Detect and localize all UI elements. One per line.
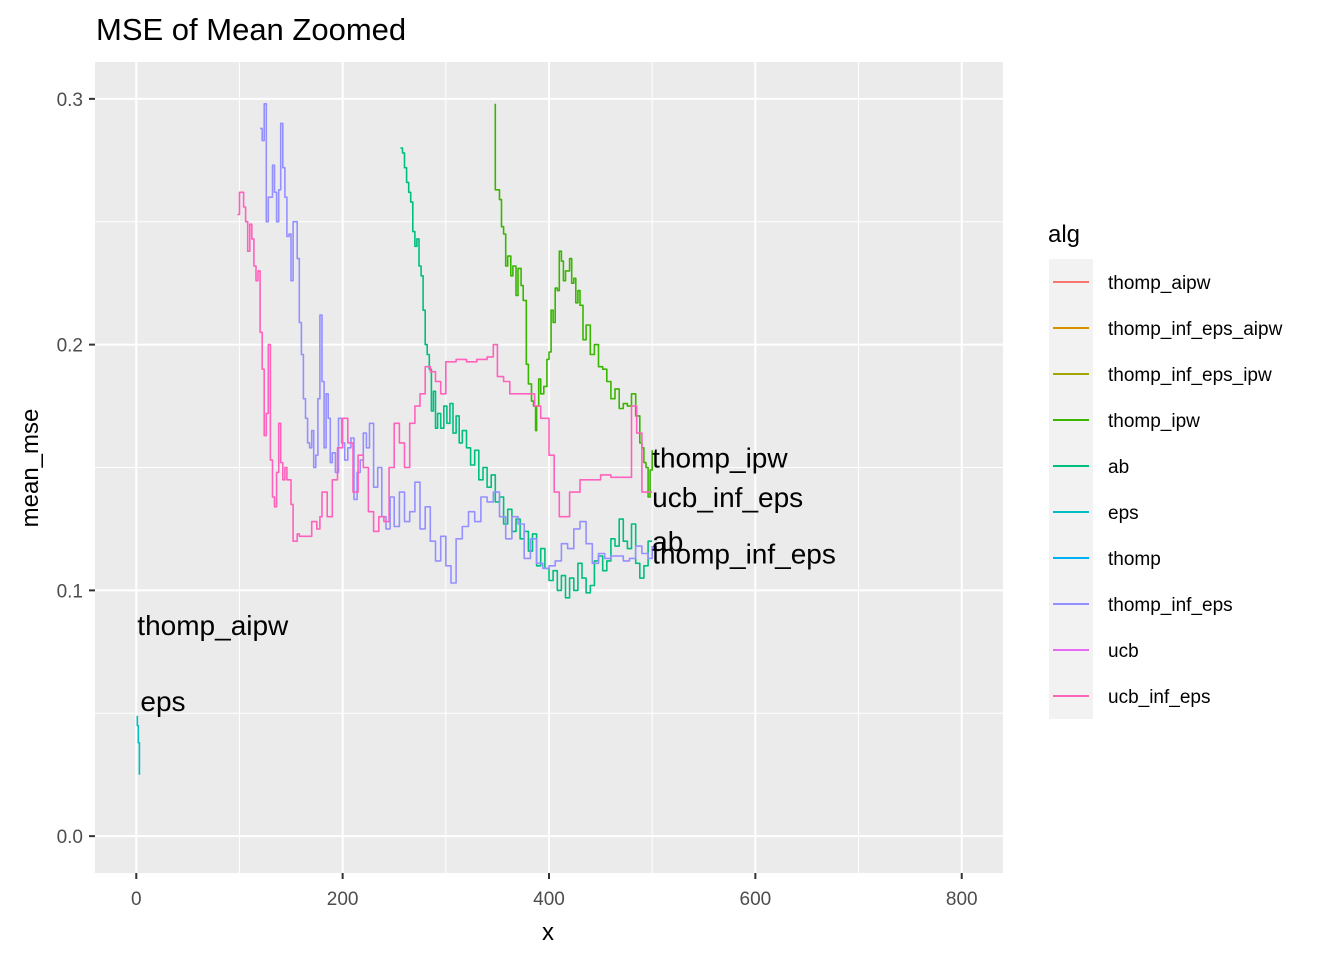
legend-label-ucb_inf_eps: ucb_inf_eps bbox=[1108, 687, 1210, 708]
series-line-ab bbox=[400, 147, 653, 599]
x-tick-label: 400 bbox=[533, 889, 565, 910]
legend-label-thomp_inf_eps: thomp_inf_eps bbox=[1108, 595, 1233, 616]
annotation-eps: eps bbox=[140, 686, 185, 717]
x-tick-label: 800 bbox=[946, 889, 978, 910]
annotation-layer: thomp_ipw ucb_inf_epsabthomp_inf_epsthomp… bbox=[137, 443, 836, 717]
series-line-eps bbox=[136, 715, 141, 775]
legend-label-thomp: thomp bbox=[1108, 549, 1161, 570]
y-tick-label: 0.1 bbox=[57, 581, 83, 602]
series-line-ucb_inf_eps bbox=[237, 191, 653, 542]
x-tick-label: 600 bbox=[740, 889, 772, 910]
legend: alg thomp_aipw thomp_inf_eps_aipw thomp_in… bbox=[1048, 221, 1283, 719]
legend-label-thomp_aipw: thomp_aipw bbox=[1108, 273, 1211, 294]
legend-label-ab: ab bbox=[1108, 457, 1129, 478]
y-tick-label: 0.3 bbox=[57, 90, 83, 111]
legend-label-thomp_inf_eps_aipw: thomp_inf_eps_aipw bbox=[1108, 319, 1283, 340]
x-axis-title: x bbox=[542, 919, 554, 946]
y-tick-label: 0.0 bbox=[57, 827, 83, 848]
annotation-thomp_aipw: thomp_aipw bbox=[137, 610, 289, 641]
legend-title: alg bbox=[1048, 221, 1080, 248]
annotation-thomp_inf_eps: thomp_inf_eps bbox=[652, 539, 836, 570]
chart-title: MSE of Mean Zoomed bbox=[96, 12, 406, 47]
legend-label-thomp_inf_eps_ipw: thomp_inf_eps_ipw bbox=[1108, 365, 1272, 386]
legend-label-thomp_ipw: thomp_ipw bbox=[1108, 411, 1200, 432]
annotation-ab: ab bbox=[652, 526, 683, 557]
series-layer bbox=[136, 103, 653, 775]
y-axis-title: mean_mse bbox=[17, 409, 44, 528]
y-tick-label: 0.2 bbox=[57, 336, 83, 357]
x-axis: 0 200 400 600 800 bbox=[131, 873, 978, 910]
x-tick-label: 200 bbox=[327, 889, 359, 910]
legend-label-eps: eps bbox=[1108, 503, 1139, 524]
annotation-thomp_ipw: thomp_ipw bbox=[652, 443, 788, 474]
grid-major bbox=[95, 62, 1003, 873]
x-tick-label: 0 bbox=[131, 889, 142, 910]
legend-label-ucb: ucb bbox=[1108, 641, 1139, 662]
y-axis: 0.0 0.1 0.2 0.3 bbox=[57, 90, 95, 848]
annotation-ucb_inf_eps: ucb_inf_eps bbox=[652, 482, 803, 513]
series-line-thomp_inf_eps bbox=[260, 103, 653, 584]
series-line-thomp_ipw bbox=[494, 103, 653, 498]
